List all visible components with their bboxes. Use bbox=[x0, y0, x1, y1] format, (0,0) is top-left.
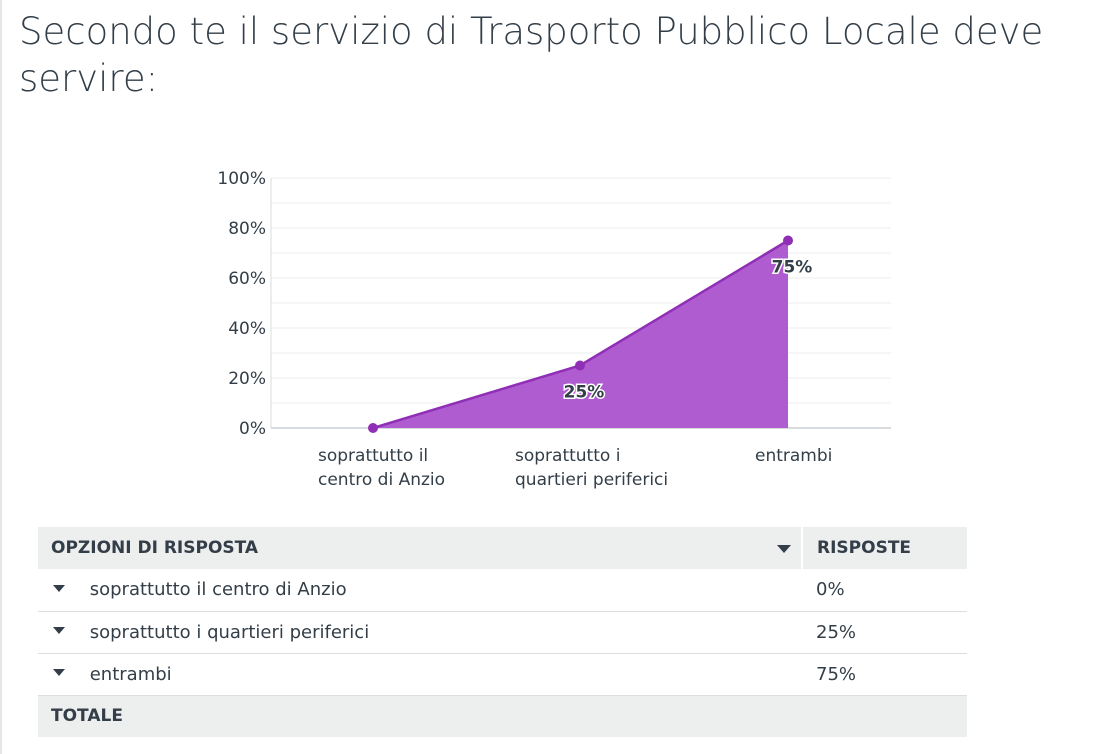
y-tick-label: 0% bbox=[239, 419, 266, 439]
data-label: 25% bbox=[564, 383, 605, 403]
data-point bbox=[783, 235, 793, 246]
y-tick-label: 100% bbox=[217, 169, 266, 189]
row-response-value: 75% bbox=[816, 663, 857, 685]
x-category-label-line: quartieri periferici bbox=[515, 470, 668, 490]
row-option-cell: soprattutto i quartieri periferici bbox=[38, 611, 802, 653]
y-tick-label: 60% bbox=[228, 269, 266, 289]
y-tick-label: 40% bbox=[228, 319, 266, 339]
row-option-cell: soprattutto il centro di Anzio bbox=[38, 569, 802, 611]
page-left-border bbox=[0, 0, 2, 754]
caret-down-icon[interactable] bbox=[53, 584, 65, 592]
row-response-value: 0% bbox=[816, 579, 845, 601]
sort-caret-down-icon[interactable] bbox=[777, 545, 791, 553]
table-row: soprattutto il centro di Anzio 0% bbox=[38, 569, 967, 611]
row-option-label: soprattutto i quartieri periferici bbox=[89, 621, 370, 643]
data-label: 75% bbox=[772, 258, 813, 278]
x-category-label-line: centro di Anzio bbox=[318, 470, 445, 490]
y-tick-label: 80% bbox=[228, 219, 266, 239]
x-category-label: soprattutto il centro di Anzio bbox=[318, 446, 445, 490]
responses-table: OPZIONI DI RISPOSTA RISPOSTE soprattutto… bbox=[38, 527, 967, 737]
responses-column-header[interactable]: RISPOSTE bbox=[801, 527, 967, 569]
x-category-label: soprattutto i quartieri periferici bbox=[515, 446, 668, 490]
x-category-label-line: soprattutto il bbox=[318, 446, 428, 466]
question-title: Secondo te il servizio di Trasporto Pubb… bbox=[19, 10, 1044, 100]
row-option-cell: entrambi bbox=[38, 653, 802, 695]
row-option-label: entrambi bbox=[89, 663, 172, 685]
table-total-row: TOTALE bbox=[38, 695, 967, 737]
total-label: TOTALE bbox=[51, 706, 123, 727]
row-response-value: 25% bbox=[816, 621, 857, 643]
options-column-header[interactable]: OPZIONI DI RISPOSTA bbox=[38, 527, 802, 569]
data-point bbox=[575, 360, 585, 371]
table-row: entrambi 75% bbox=[38, 653, 967, 695]
area-fill bbox=[373, 240, 788, 428]
area-chart: 0% 20% 40% 60% 80% 100% 25% 75% soprattutto il ce… bbox=[217, 169, 891, 490]
total-value bbox=[802, 695, 967, 737]
table-row: soprattutto i quartieri periferici 25% bbox=[38, 611, 967, 653]
data-point bbox=[368, 423, 378, 433]
caret-down-icon[interactable] bbox=[53, 627, 65, 634]
table-header-row: OPZIONI DI RISPOSTA RISPOSTE bbox=[38, 527, 967, 569]
caret-down-icon[interactable] bbox=[53, 669, 65, 676]
options-header-label: OPZIONI DI RISPOSTA bbox=[51, 538, 259, 558]
x-category-label: entrambi bbox=[755, 446, 832, 466]
row-option-label: soprattutto il centro di Anzio bbox=[89, 579, 347, 601]
x-category-label-line: entrambi bbox=[755, 446, 832, 466]
x-category-label-line: soprattutto i bbox=[515, 446, 620, 466]
y-tick-label: 20% bbox=[228, 369, 266, 389]
